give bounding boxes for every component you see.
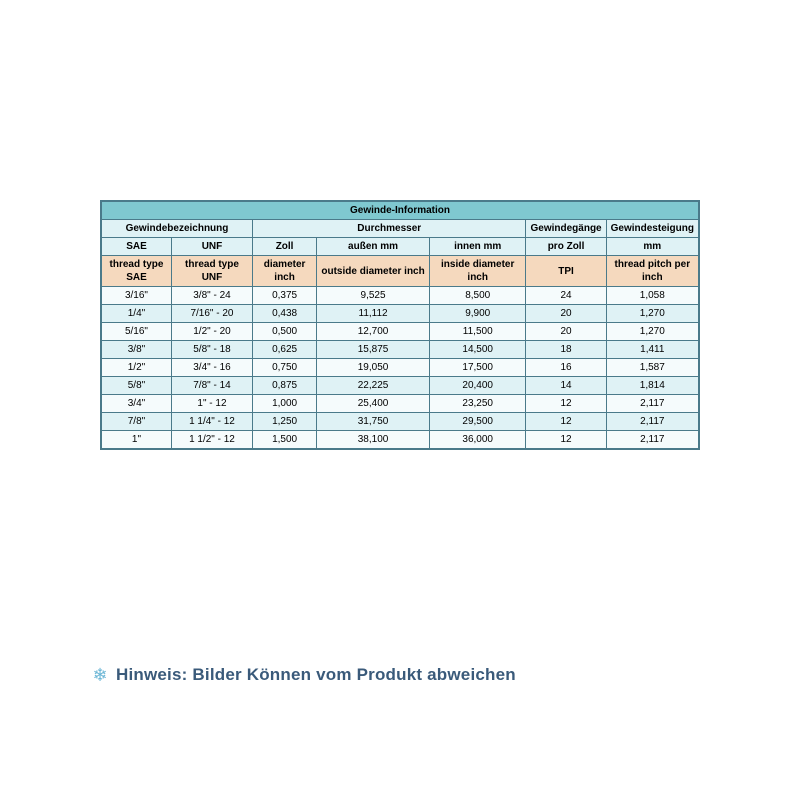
table-row: 3/4"1" - 121,00025,40023,250122,117 <box>102 395 699 413</box>
sub-header-en: outside diameter inch <box>317 256 430 287</box>
table-row: 1/2"3/4" - 160,75019,05017,500161,587 <box>102 359 699 377</box>
snowflake-icon: ❄ <box>90 665 110 685</box>
table-cell: 5/8" - 18 <box>171 341 252 359</box>
table-cell: 19,050 <box>317 359 430 377</box>
table-cell: 3/8" - 24 <box>171 287 252 305</box>
table-cell: 1 1/2" - 12 <box>171 431 252 449</box>
table-cell: 5/8" <box>102 377 172 395</box>
table-cell: 29,500 <box>429 413 526 431</box>
notice-text: Hinweis: Bilder Können vom Produkt abwei… <box>116 665 516 685</box>
table-cell: 1,587 <box>606 359 698 377</box>
table-cell: 11,112 <box>317 305 430 323</box>
group-header: Gewindegänge <box>526 220 606 238</box>
table-cell: 20,400 <box>429 377 526 395</box>
sub-header-de: außen mm <box>317 238 430 256</box>
sub-header-de: innen mm <box>429 238 526 256</box>
table-cell: 1,270 <box>606 323 698 341</box>
table-cell: 22,225 <box>317 377 430 395</box>
table-cell: 0,375 <box>252 287 316 305</box>
thread-info-table: Gewinde-Information GewindebezeichnungDu… <box>100 200 700 450</box>
table-row: 3/16"3/8" - 240,3759,5258,500241,058 <box>102 287 699 305</box>
table-cell: 9,900 <box>429 305 526 323</box>
table-row: 7/8"1 1/4" - 121,25031,75029,500122,117 <box>102 413 699 431</box>
table-cell: 7/8" - 14 <box>171 377 252 395</box>
table-cell: 2,117 <box>606 395 698 413</box>
table-row: 1/4"7/16" - 200,43811,1129,900201,270 <box>102 305 699 323</box>
sub-header-de: SAE <box>102 238 172 256</box>
table-cell: 1" - 12 <box>171 395 252 413</box>
table-cell: 0,750 <box>252 359 316 377</box>
table-cell: 7/16" - 20 <box>171 305 252 323</box>
table-cell: 8,500 <box>429 287 526 305</box>
table-cell: 7/8" <box>102 413 172 431</box>
sub-header-en: thread pitch per inch <box>606 256 698 287</box>
table-cell: 36,000 <box>429 431 526 449</box>
sub-header-en: thread type SAE <box>102 256 172 287</box>
table-cell: 3/8" <box>102 341 172 359</box>
table-cell: 1 1/4" - 12 <box>171 413 252 431</box>
table-cell: 15,875 <box>317 341 430 359</box>
table-cell: 1/2" - 20 <box>171 323 252 341</box>
table-cell: 11,500 <box>429 323 526 341</box>
notice: ❄ Hinweis: Bilder Können vom Produkt abw… <box>90 665 516 685</box>
table-cell: 0,500 <box>252 323 316 341</box>
table-cell: 12 <box>526 431 606 449</box>
table-cell: 1,814 <box>606 377 698 395</box>
table-row: 3/8"5/8" - 180,62515,87514,500181,411 <box>102 341 699 359</box>
table-cell: 3/4" - 16 <box>171 359 252 377</box>
table-cell: 1,058 <box>606 287 698 305</box>
table-cell: 38,100 <box>317 431 430 449</box>
sub-header-de: mm <box>606 238 698 256</box>
table-cell: 25,400 <box>317 395 430 413</box>
table-cell: 14 <box>526 377 606 395</box>
sub-header-de: Zoll <box>252 238 316 256</box>
sub-header-de: UNF <box>171 238 252 256</box>
table-cell: 1,270 <box>606 305 698 323</box>
table-cell: 3/16" <box>102 287 172 305</box>
group-header: Gewindebezeichnung <box>102 220 253 238</box>
table-cell: 0,875 <box>252 377 316 395</box>
table-cell: 3/4" <box>102 395 172 413</box>
table-cell: 2,117 <box>606 431 698 449</box>
table-cell: 1/4" <box>102 305 172 323</box>
table-cell: 1/2" <box>102 359 172 377</box>
table-cell: 24 <box>526 287 606 305</box>
sub-header-de: pro Zoll <box>526 238 606 256</box>
table-cell: 20 <box>526 305 606 323</box>
group-header: Gewindesteigung <box>606 220 698 238</box>
table-cell: 1,411 <box>606 341 698 359</box>
table-cell: 12 <box>526 413 606 431</box>
table-cell: 2,117 <box>606 413 698 431</box>
table-cell: 1,500 <box>252 431 316 449</box>
table-cell: 0,438 <box>252 305 316 323</box>
table-cell: 1,250 <box>252 413 316 431</box>
table-cell: 16 <box>526 359 606 377</box>
table-cell: 12 <box>526 395 606 413</box>
table-cell: 12,700 <box>317 323 430 341</box>
table-row: 5/8"7/8" - 140,87522,22520,400141,814 <box>102 377 699 395</box>
table-cell: 1,000 <box>252 395 316 413</box>
table-cell: 9,525 <box>317 287 430 305</box>
table-cell: 23,250 <box>429 395 526 413</box>
sub-header-en: thread type UNF <box>171 256 252 287</box>
sub-header-en: inside diameter inch <box>429 256 526 287</box>
table-title: Gewinde-Information <box>102 202 699 220</box>
table-cell: 14,500 <box>429 341 526 359</box>
table-cell: 5/16" <box>102 323 172 341</box>
table-cell: 20 <box>526 323 606 341</box>
table-row: 1"1 1/2" - 121,50038,10036,000122,117 <box>102 431 699 449</box>
table-cell: 31,750 <box>317 413 430 431</box>
sub-header-en: diameter inch <box>252 256 316 287</box>
table-cell: 17,500 <box>429 359 526 377</box>
thread-table: Gewinde-Information GewindebezeichnungDu… <box>101 201 699 449</box>
sub-header-en: TPI <box>526 256 606 287</box>
table-cell: 1" <box>102 431 172 449</box>
group-header: Durchmesser <box>252 220 526 238</box>
table-row: 5/16"1/2" - 200,50012,70011,500201,270 <box>102 323 699 341</box>
table-cell: 18 <box>526 341 606 359</box>
table-cell: 0,625 <box>252 341 316 359</box>
